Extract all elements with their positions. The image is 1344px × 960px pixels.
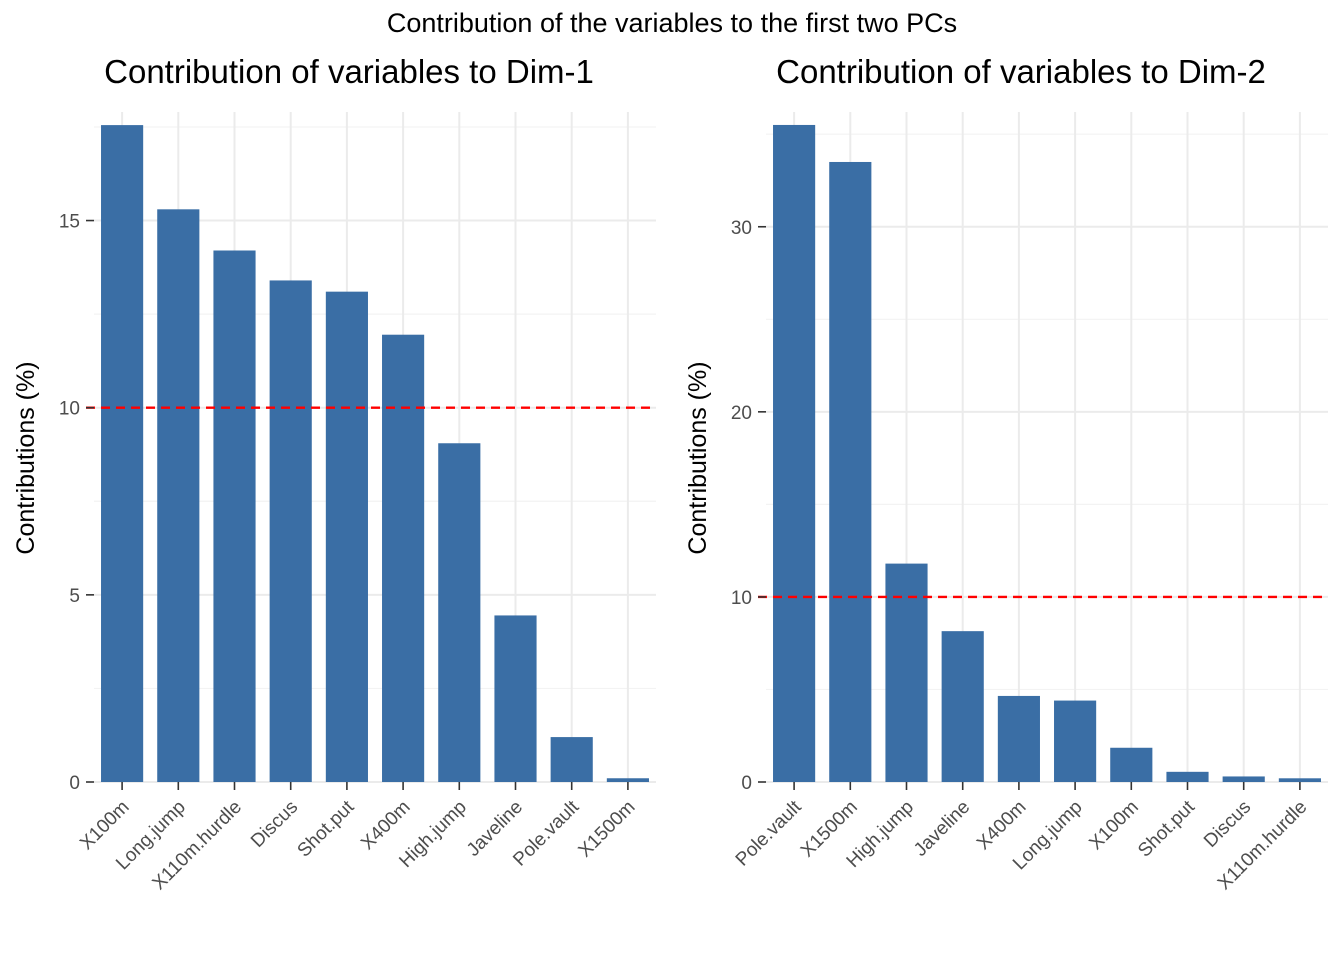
x-tick-label: Discus — [247, 797, 302, 852]
bar-pole-vault — [773, 124, 816, 782]
bar-long-jump — [157, 209, 200, 783]
x-tick-label: X1500m — [575, 797, 640, 862]
x-tick-label: Shot.put — [294, 796, 359, 861]
x-tick-label: Discus — [1200, 797, 1255, 852]
figure-title: Contribution of the variables to the fir… — [387, 8, 957, 38]
bar-javeline — [494, 615, 537, 782]
bar-x110m-hurdle — [1278, 778, 1321, 782]
chart-dim2-bars — [773, 124, 1321, 782]
bar-x400m — [382, 334, 425, 782]
bar-x400m — [997, 695, 1040, 782]
x-tick-label: Pole.vault — [732, 796, 806, 870]
bar-x1500m — [606, 778, 649, 782]
y-tick-label: 5 — [69, 586, 80, 607]
chart-dim2: Contribution of variables to Dim-2 Contr… — [684, 53, 1328, 894]
y-tick-label: 10 — [731, 588, 752, 609]
bar-x100m — [101, 125, 144, 782]
bar-x100m — [1110, 747, 1153, 782]
chart-dim2-title: Contribution of variables to Dim-2 — [776, 53, 1266, 90]
chart-dim2-y-axis-label: Contributions (%) — [684, 361, 712, 554]
y-tick-label: 0 — [69, 773, 80, 794]
bar-high-jump — [885, 563, 928, 782]
chart-dim1-y-axis-label: Contributions (%) — [12, 361, 40, 554]
bar-javeline — [941, 631, 984, 782]
x-tick-label: Shot.put — [1134, 796, 1199, 861]
y-tick-label: 30 — [731, 218, 752, 239]
chart-dim1: Contribution of variables to Dim-1 Contr… — [12, 53, 656, 894]
y-tick-label: 20 — [731, 403, 752, 424]
bar-discus — [269, 280, 312, 782]
bar-pole-vault — [550, 737, 593, 782]
bar-x110m-hurdle — [213, 250, 256, 782]
bar-x1500m — [829, 161, 872, 782]
bar-shot-put — [325, 291, 368, 782]
chart-dim1-title: Contribution of variables to Dim-1 — [104, 53, 594, 90]
y-tick-label: 0 — [741, 773, 752, 794]
chart-dim1-y-ticks: 0 5 10 15 — [59, 212, 94, 794]
y-tick-label: 10 — [59, 399, 80, 420]
bar-shot-put — [1166, 771, 1209, 782]
bar-discus — [1222, 776, 1265, 782]
bar-long-jump — [1054, 700, 1097, 782]
chart-dim2-x-ticks: Pole.vaultX1500mHigh.jumpJavelineX400mLo… — [732, 782, 1311, 894]
chart-dim1-bars — [101, 125, 649, 783]
chart-dim2-y-ticks: 0 10 20 30 — [731, 218, 766, 794]
y-tick-label: 15 — [59, 212, 80, 233]
x-tick-label: Javeline — [910, 797, 974, 861]
bar-high-jump — [438, 443, 481, 782]
